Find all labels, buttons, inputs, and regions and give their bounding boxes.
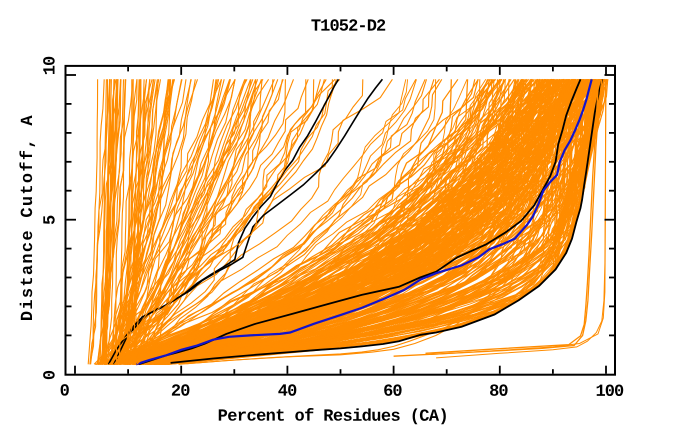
svg-text:T1052-D2: T1052-D2: [311, 18, 386, 37]
svg-text:100: 100: [595, 383, 624, 402]
svg-text:80: 80: [489, 383, 508, 402]
svg-text:60: 60: [383, 383, 402, 402]
svg-text:Distance Cutoff, A: Distance Cutoff, A: [19, 114, 38, 321]
svg-text:5: 5: [42, 215, 61, 225]
svg-text:0: 0: [42, 370, 61, 380]
svg-text:0: 0: [60, 383, 70, 402]
svg-text:40: 40: [278, 383, 297, 402]
svg-text:Percent of Residues (CA): Percent of Residues (CA): [218, 408, 448, 427]
svg-text:10: 10: [42, 56, 61, 75]
svg-text:20: 20: [171, 383, 190, 402]
